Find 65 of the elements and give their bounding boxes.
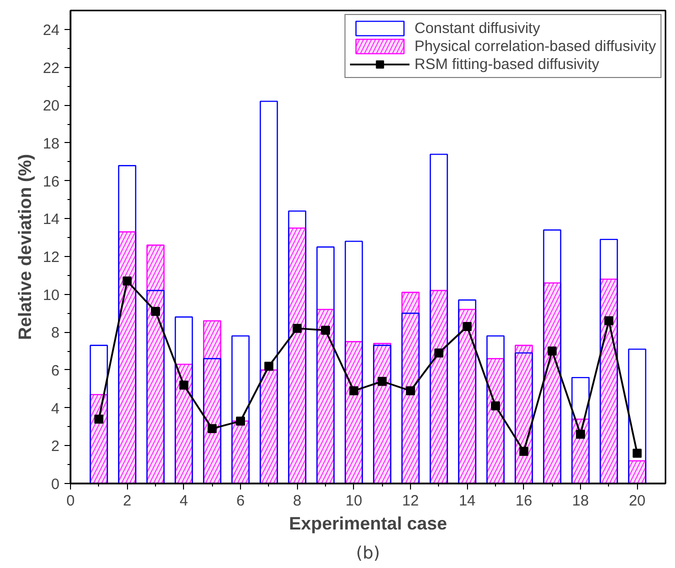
point: [378, 376, 387, 386]
point: [264, 362, 274, 371]
y-axis-title: Relative deviation (%): [14, 154, 35, 340]
y-tick-label: 14: [42, 211, 60, 228]
point: [434, 348, 444, 358]
legend-label: Constant diffusivity: [414, 19, 540, 37]
y-tick-label: 12: [42, 248, 60, 266]
y-tick-label: 10: [42, 286, 60, 304]
bar: [344, 240, 363, 484]
y-tick-label: 8: [51, 324, 60, 342]
y-tick-label: 24: [42, 22, 60, 39]
text: (b): [356, 544, 380, 564]
bar: [174, 316, 193, 484]
x-tick-label: 12: [402, 492, 419, 510]
x-tick-label: 14: [458, 492, 476, 510]
legend-label: RSM fitting-based diffusivity: [414, 55, 600, 73]
x-tick-label: 16: [515, 492, 532, 510]
point: [122, 276, 132, 286]
bar: [260, 100, 278, 484]
point: [548, 346, 557, 356]
x-tick-label: 10: [345, 492, 362, 510]
bar: [118, 165, 136, 484]
point: [462, 322, 472, 331]
bar: [316, 246, 335, 484]
legend-label: Physical correlation-based diffusivity: [414, 37, 656, 55]
y-tick-label: 18: [42, 135, 60, 152]
point: [208, 424, 217, 434]
point: [632, 448, 642, 458]
point: [349, 386, 358, 396]
bar: [231, 335, 250, 484]
x-tick-label: 2: [122, 492, 132, 510]
x-tick-label: 18: [572, 492, 589, 510]
bar: [146, 290, 165, 484]
bar: [430, 154, 448, 484]
x-tick-label: 4: [180, 492, 188, 510]
point: [179, 380, 188, 390]
point: [292, 324, 302, 333]
bar: [628, 348, 646, 484]
point: [491, 401, 500, 410]
bar: [90, 344, 108, 484]
point: [604, 316, 614, 326]
point: [519, 446, 528, 456]
x-tick-label: 20: [628, 492, 646, 510]
y-tick-label: 2: [51, 438, 60, 456]
y-tick-label: 4: [51, 400, 60, 418]
bar: [543, 229, 562, 484]
point: [576, 430, 585, 439]
x-tick-label: 8: [292, 492, 302, 510]
x-axis-title: Experimental case: [288, 514, 448, 534]
point: [94, 414, 104, 424]
y-tick-label: 16: [42, 173, 60, 190]
y-tick-label: 22: [42, 60, 60, 77]
bar: [203, 358, 222, 484]
x-tick-label: 0: [66, 492, 75, 510]
x-tick-label: 6: [236, 492, 245, 510]
point: [321, 326, 330, 335]
bar: [571, 376, 590, 484]
bar: [600, 238, 618, 484]
point: [406, 386, 415, 396]
bar: [486, 335, 505, 484]
point: [236, 416, 245, 426]
y-tick-label: 6: [51, 362, 60, 380]
point: [151, 306, 160, 316]
y-tick-label: 20: [42, 98, 60, 115]
y-tick-label: 0: [51, 476, 60, 493]
